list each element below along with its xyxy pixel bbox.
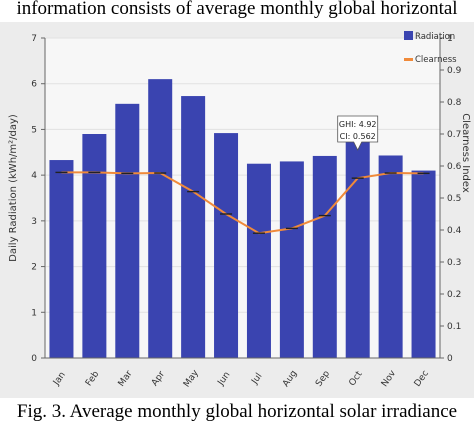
legend-swatch-clearness xyxy=(404,58,413,61)
bar-sep xyxy=(312,155,337,358)
plot-area xyxy=(45,38,440,358)
y2-tick-label: 0.6 xyxy=(447,162,462,172)
y-axis-title: Daily Radiation (kWh/m²/day) xyxy=(8,114,19,262)
legend-label-clearness: Clearness xyxy=(415,55,457,65)
bar-apr xyxy=(148,79,173,359)
y-tick-label: 1 xyxy=(31,308,37,318)
bar-aug xyxy=(279,161,304,358)
y2-tick-label: 1 xyxy=(447,34,453,44)
bar-jul xyxy=(246,163,271,358)
bar-jan xyxy=(49,160,74,358)
y2-tick-label: 0.9 xyxy=(447,66,462,76)
y2-tick-label: 0.1 xyxy=(447,322,461,332)
y-tick-label: 2 xyxy=(31,263,37,273)
y-tick-label: 7 xyxy=(31,34,37,44)
bar-jun xyxy=(214,133,239,358)
header-text: information consists of average monthly … xyxy=(16,0,458,19)
y2-tick-label: 0.2 xyxy=(447,290,461,300)
bar-oct xyxy=(345,133,370,358)
bar-dec xyxy=(411,170,436,358)
y2-tick-label: 0 xyxy=(447,354,453,364)
bar-feb xyxy=(82,134,107,358)
tooltip-line-2: CI: 0.562 xyxy=(340,132,376,141)
y2-tick-label: 0.8 xyxy=(447,98,462,108)
y-tick-label: 0 xyxy=(31,354,37,364)
y-tick-label: 3 xyxy=(31,217,37,227)
bar-may xyxy=(181,96,206,359)
y-tick-label: 6 xyxy=(31,80,37,90)
y2-tick-label: 0.5 xyxy=(447,194,461,204)
y2-axis-title: Clearness Index xyxy=(460,113,471,193)
legend-swatch-radiation xyxy=(404,31,413,40)
y-tick-label: 4 xyxy=(31,171,37,181)
figure-caption: Fig. 3. Average monthly global horizonta… xyxy=(16,401,458,422)
legend: Radiation Clearness xyxy=(404,31,457,65)
y-tick-label: 5 xyxy=(31,125,37,135)
y2-tick-label: 0.3 xyxy=(447,258,461,268)
y2-tick-label: 0.7 xyxy=(447,130,461,140)
tooltip-box xyxy=(337,115,379,151)
bar-nov xyxy=(378,155,403,358)
y2-tick-label: 0.4 xyxy=(447,226,462,236)
legend-label-radiation: Radiation xyxy=(415,32,455,42)
tooltip-line-1: GHI: 4.92 xyxy=(339,120,377,129)
bar-mar xyxy=(115,103,140,358)
